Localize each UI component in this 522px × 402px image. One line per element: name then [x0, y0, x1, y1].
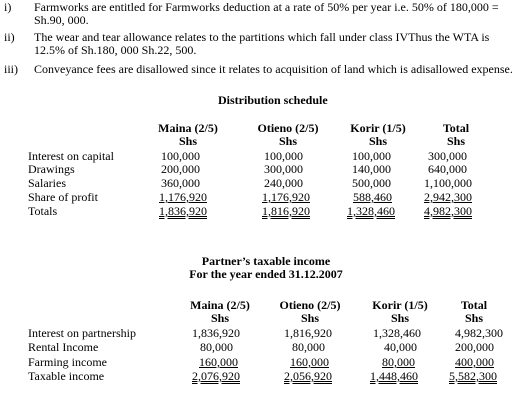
- col-unit: Shs: [210, 311, 230, 325]
- row-label: Rental Income: [28, 340, 99, 354]
- taxable-subtitle: For the year ended 31.12.2007: [189, 267, 343, 281]
- row-label: Taxable income: [28, 369, 105, 383]
- col-unit: Shs: [300, 311, 320, 325]
- cell-value: 300,000: [428, 149, 467, 163]
- cell-value: 140,000: [352, 162, 391, 176]
- cell-value: 5,582,300: [449, 369, 497, 383]
- note-marker: ii): [4, 30, 15, 44]
- cell-value: 300,000: [264, 162, 303, 176]
- col-header-korir: Korir (1/5): [350, 121, 406, 135]
- row-label: Totals: [28, 204, 58, 218]
- cell-value: 2,056,920: [284, 369, 332, 383]
- cell-value: 500,000: [352, 176, 391, 190]
- row-label: Salaries: [28, 176, 66, 190]
- cell-value: 1,328,460: [373, 326, 421, 340]
- cell-value: 100,000: [352, 149, 391, 163]
- cell-value: 240,000: [264, 176, 303, 190]
- row-label: Share of profit: [28, 190, 98, 204]
- cell-value: 1,448,460: [370, 369, 418, 383]
- cell-value: 1,836,920: [159, 204, 207, 218]
- cell-value: 1,816,920: [284, 326, 332, 340]
- cell-value: 2,942,300: [424, 190, 472, 204]
- col-header-otieno: Otieno (2/5): [279, 298, 341, 312]
- cell-value: 640,000: [428, 162, 467, 176]
- cell-value: 2,076,920: [192, 369, 240, 383]
- col-header-total: Total: [442, 121, 470, 135]
- cell-value: 1,836,920: [192, 326, 240, 340]
- distribution-title: Distribution schedule: [218, 93, 328, 107]
- col-header-korir: Korir (1/5): [372, 298, 428, 312]
- cell-value: 360,000: [161, 176, 200, 190]
- note-marker: i): [4, 0, 12, 14]
- col-unit: Shs: [446, 134, 466, 148]
- cell-value: 1,816,920: [262, 204, 310, 218]
- col-header-maina: Maina (2/5): [190, 298, 250, 312]
- col-header-total: Total: [460, 298, 488, 312]
- cell-value: 200,000: [455, 340, 494, 354]
- cell-value: 1,100,000: [424, 176, 472, 190]
- col-unit: Shs: [178, 134, 198, 148]
- cell-value: 100,000: [264, 149, 303, 163]
- cell-value: 100,000: [161, 149, 200, 163]
- cell-value: 200,000: [161, 162, 200, 176]
- note-text: The wear and tear allowance relates to t…: [34, 30, 490, 57]
- cell-value: 1,176,920: [159, 190, 207, 204]
- cell-value: 400,000: [455, 355, 494, 369]
- cell-value: 160,000: [199, 355, 238, 369]
- cell-value: 80,000: [292, 340, 325, 354]
- row-label: Farming income: [28, 355, 107, 369]
- note-text: Farmworks are entitled for Farmworks ded…: [34, 0, 499, 27]
- row-label: Interest on partnership: [28, 326, 136, 340]
- col-header-maina: Maina (2/5): [158, 121, 218, 135]
- cell-value: 588,460: [353, 190, 392, 204]
- cell-value: 80,000: [200, 340, 233, 354]
- cell-value: 4,982,300: [424, 204, 472, 218]
- cell-value: 4,982,300: [455, 326, 503, 340]
- cell-value: 1,176,920: [262, 190, 310, 204]
- row-label: Drawings: [28, 162, 75, 176]
- note-marker: iii): [4, 62, 18, 76]
- row-label: Interest on capital: [28, 149, 114, 163]
- col-unit: Shs: [390, 311, 410, 325]
- cell-value: 40,000: [384, 340, 417, 354]
- col-unit: Shs: [278, 134, 298, 148]
- cell-value: 80,000: [382, 355, 415, 369]
- col-header-otieno: Otieno (2/5): [257, 121, 319, 135]
- cell-value: 1,328,460: [347, 204, 395, 218]
- note-text: Conveyance fees are disallowed since it …: [34, 62, 513, 76]
- cell-value: 160,000: [290, 355, 329, 369]
- taxable-title: Partner’s taxable income: [201, 254, 331, 268]
- col-unit: Shs: [368, 134, 388, 148]
- col-unit: Shs: [464, 311, 484, 325]
